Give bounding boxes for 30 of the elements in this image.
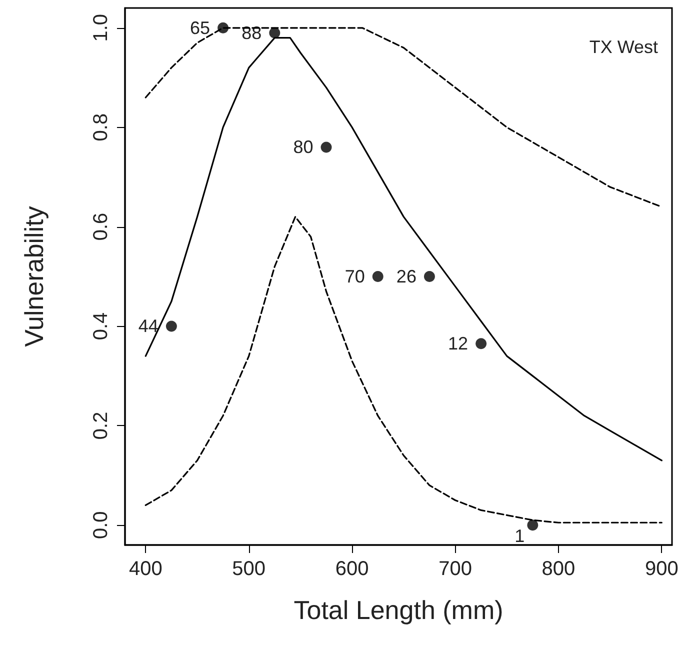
annotation: 65 [190,18,210,38]
annotation: 12 [448,334,468,354]
y-tick-label: 1.0 [90,14,112,42]
x-tick-label: 400 [128,558,162,580]
x-tick-label: 900 [644,558,678,580]
annotation: TX West [589,37,658,57]
point [372,271,384,282]
annotation: 44 [138,316,158,336]
y-tick-label: 0.2 [90,412,112,440]
point [527,520,538,531]
y-axis-title: Vulnerability [19,206,49,347]
point [424,271,435,282]
y-tick-label: 0.0 [90,511,112,540]
annotation: 1 [514,526,525,546]
x-tick-label: 700 [438,558,472,580]
point [218,22,229,34]
annotation: 26 [396,266,416,286]
x-axis-title: Total Length (mm) [294,595,504,625]
x-tick-label: 600 [335,558,369,580]
y-tick-label: 0.6 [90,212,112,241]
y-tick-label: 0.4 [90,312,112,340]
x-tick-label: 800 [542,558,576,580]
y-tick-label: 0.8 [90,113,112,142]
annotation: 70 [344,266,365,286]
x-tick-label: 500 [232,558,266,580]
point [476,338,487,350]
point [269,27,280,38]
point [166,320,177,332]
point [320,142,332,153]
annotation: 80 [293,137,314,158]
